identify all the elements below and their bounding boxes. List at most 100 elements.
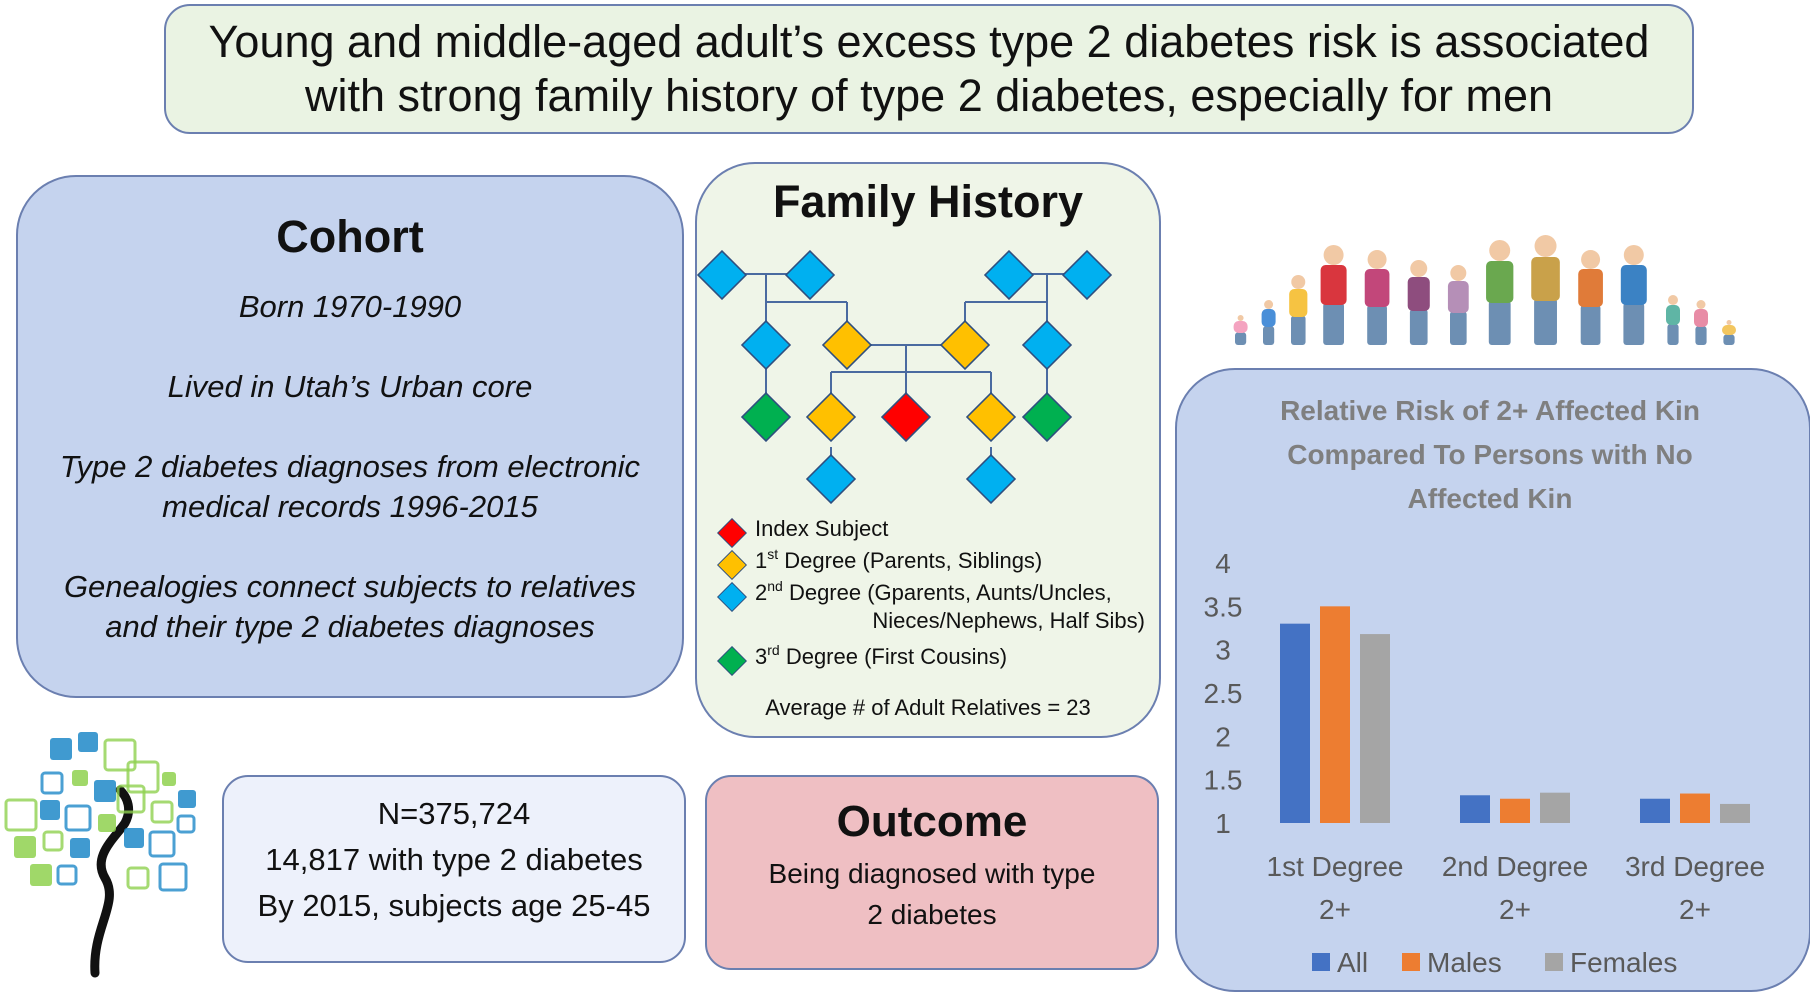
cohort-heading: Cohort — [276, 211, 424, 262]
tree-leaf-square — [176, 814, 196, 834]
legend-second-marker — [717, 582, 747, 612]
cousin-node — [741, 392, 791, 442]
bar-all — [1460, 795, 1490, 823]
relative-risk-chart: Relative Risk of 2+ Affected Kin Compared… — [1204, 395, 1766, 978]
title-box: Young and middle-aged adult’s excess typ… — [164, 4, 1694, 134]
legend-label-females: Females — [1570, 947, 1677, 978]
tree-leaf-square — [148, 830, 176, 858]
sibling-node — [806, 392, 856, 442]
tree-leaf-square — [70, 838, 90, 858]
legend-third-marker — [717, 646, 747, 676]
chart-title-line: Compared To Persons with No — [1287, 439, 1693, 470]
pedigree-diagram: Index Subject 1st Degree (Parents, Sibli… — [697, 250, 1145, 720]
tree-leaf-square — [178, 790, 196, 808]
tree-leaf-square — [150, 800, 174, 824]
tree-leaf-square — [103, 738, 137, 772]
bar-males — [1680, 793, 1710, 823]
bar-females — [1720, 803, 1750, 823]
y-tick-label: 4 — [1215, 548, 1231, 579]
title-line-1: Young and middle-aged adult’s excess typ… — [208, 16, 1650, 67]
grandparent-node — [697, 250, 747, 300]
person-figure — [1407, 260, 1430, 345]
bar-females — [1540, 792, 1570, 823]
tree-leaf-square — [94, 780, 116, 802]
person-figure — [1694, 300, 1708, 345]
sample-age: By 2015, subjects age 25-45 — [257, 888, 651, 923]
cohort-genealogy-line1: Genealogies connect subjects to relative… — [63, 569, 637, 604]
chart-title-line: Affected Kin — [1408, 483, 1573, 514]
title-line-2: with strong family history of type 2 dia… — [304, 70, 1554, 121]
pedigree-legend: Index Subject 1st Degree (Parents, Sibli… — [717, 516, 1145, 720]
person-figure — [1289, 275, 1308, 345]
cohort-location: Lived in Utah’s Urban core — [167, 369, 533, 404]
legend-first-marker — [717, 550, 747, 580]
category-label: 2+ — [1679, 894, 1711, 925]
person-figure — [1531, 235, 1560, 345]
tree-leaf-square — [14, 836, 36, 858]
cohort-panel: Cohort Born 1970-1990 Lived in Utah’s Ur… — [16, 175, 684, 698]
outcome-line1: Being diagnosed with type — [768, 858, 1096, 889]
average-relatives: Average # of Adult Relatives = 23 — [765, 695, 1091, 720]
category-label: 2+ — [1319, 894, 1351, 925]
person-figure — [1620, 245, 1647, 345]
cohort-born: Born 1970-1990 — [238, 289, 462, 324]
legend-second-label-cont: Nieces/Nephews, Half Sibs) — [872, 608, 1145, 633]
tree-illustration — [4, 732, 196, 978]
person-figure — [1666, 295, 1680, 345]
tree-leaf-square — [72, 770, 88, 786]
category-label: 3rd Degree — [1625, 851, 1765, 882]
tree-leaf-square — [56, 864, 78, 886]
category-label: 1st Degree — [1267, 851, 1404, 882]
cohort-diagnoses-line1: Type 2 diabetes diagnoses from electroni… — [59, 449, 641, 484]
person-figure — [1447, 265, 1469, 345]
cohort-diagnoses-line2: medical records 1996-2015 — [162, 489, 538, 524]
tree-leaf-square — [42, 830, 64, 852]
legend-label-males: Males — [1427, 947, 1502, 978]
outcome-line2: 2 diabetes — [867, 899, 997, 930]
pedigree-lines — [722, 273, 1087, 477]
chart-title-line: Relative Risk of 2+ Affected Kin — [1280, 395, 1700, 426]
niece-nephew-node — [966, 454, 1016, 504]
tree-leaves — [4, 732, 196, 892]
bar-females — [1360, 634, 1390, 823]
tree-leaf-square — [78, 732, 98, 752]
tree-leaf-square — [64, 804, 92, 832]
aunt-uncle-node — [741, 320, 791, 370]
index-subject-node — [881, 392, 931, 442]
legend-swatch-all — [1312, 953, 1330, 971]
grandparent-node — [984, 250, 1034, 300]
person-figure — [1722, 320, 1736, 345]
legend-index-marker — [717, 518, 747, 548]
sample-info-box: N=375,724 14,817 with type 2 diabetes By… — [222, 775, 686, 963]
parent-node — [822, 320, 872, 370]
tree-leaf-square — [98, 814, 116, 832]
grandparent-node — [785, 250, 835, 300]
bar-males — [1500, 798, 1530, 823]
tree-leaf-square — [40, 771, 64, 795]
pedigree-nodes — [697, 250, 1112, 504]
family-history-heading: Family History — [772, 176, 1084, 227]
person-figure — [1233, 315, 1248, 345]
tree-leaf-square — [40, 800, 60, 820]
cousin-node — [1022, 392, 1072, 442]
person-figure — [1486, 240, 1514, 345]
category-label: 2nd Degree — [1442, 851, 1588, 882]
tree-leaf-square — [126, 866, 150, 890]
bar-all — [1640, 798, 1670, 823]
tree-leaf-square — [158, 862, 188, 892]
family-illustration — [1233, 235, 1736, 345]
y-tick-label: 2 — [1215, 721, 1231, 752]
legend-third-label: 3rd Degree (First Cousins) — [755, 642, 1007, 669]
y-tick-label: 2.5 — [1204, 678, 1243, 709]
outcome-heading: Outcome — [836, 797, 1028, 846]
y-tick-label: 1 — [1215, 808, 1231, 839]
person-figure — [1261, 300, 1276, 345]
tree-leaf-square — [50, 738, 72, 760]
grandparent-node — [1062, 250, 1112, 300]
y-tick-label: 3 — [1215, 635, 1231, 666]
legend-swatch-males — [1402, 953, 1420, 971]
tree-trunk — [90, 785, 134, 978]
legend-first-label: 1st Degree (Parents, Siblings) — [755, 546, 1042, 573]
person-figure — [1364, 250, 1390, 345]
legend-second-label: 2nd Degree (Gparents, Aunts/Uncles, — [755, 578, 1112, 605]
